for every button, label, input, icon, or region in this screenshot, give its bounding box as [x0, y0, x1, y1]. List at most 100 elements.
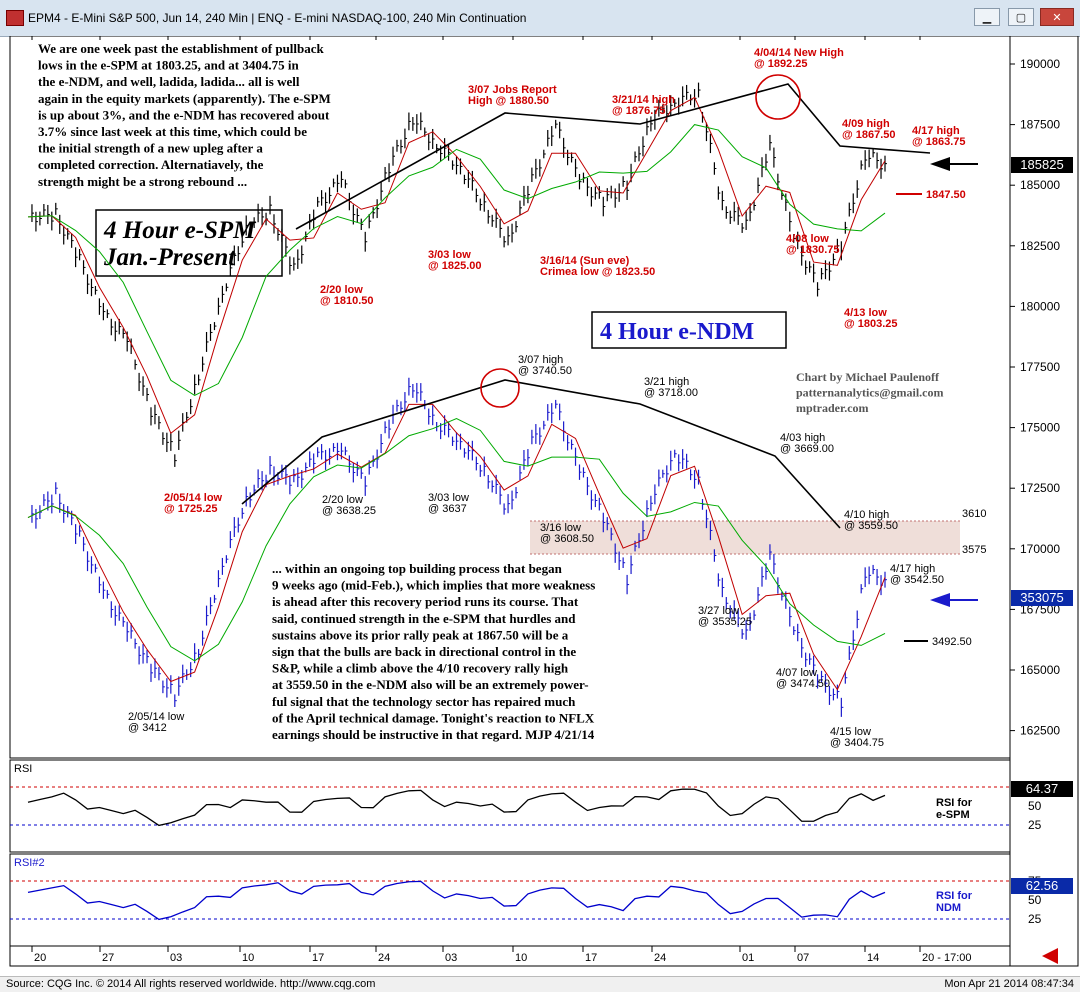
price-panel: [9, 35, 1011, 759]
y-tick-label: 177500: [1020, 360, 1060, 374]
rsi-panel-label: RSI: [14, 763, 32, 775]
ndm-ma-fast: [27, 403, 886, 691]
text-line: @ 3638.25: [322, 505, 376, 517]
text-line: strength might be a strong rebound ...: [38, 174, 247, 189]
text-line: Jan.-Present: [103, 244, 236, 271]
spm-ma-slow: [27, 124, 886, 397]
text-line: 3/21 high: [644, 376, 689, 388]
series-layer: [27, 82, 887, 921]
spm-series: [27, 82, 887, 467]
spm-title: 4 Hour e-SPM Jan.-Present: [103, 217, 256, 271]
text-line: 3/21/14 high: [612, 94, 675, 106]
author-credit: Chart by Michael Paulenoff patternanalyti…: [796, 370, 943, 415]
text-line: Crimea low @ 1823.50: [540, 266, 655, 278]
spm-ma-fast: [27, 96, 886, 435]
ndm-annotation-label: 3610: [962, 508, 986, 520]
rsi-level-label: 25: [1028, 912, 1042, 926]
y-tick-label: 172500: [1020, 481, 1060, 495]
ndm-annotation-label: 3/27 low @ 3535.25: [698, 605, 752, 628]
text-line: sustains above its prior rally peak at 1…: [272, 627, 569, 642]
x-tick-label: 24: [378, 952, 390, 964]
ndm-annotation-label: 2/05/14 low @ 3412: [128, 711, 184, 734]
x-tick-label: 20: [34, 952, 46, 964]
spm-annotation-label: 4/09 high @ 1867.50: [842, 118, 896, 141]
window-titlebar: EPM4 - E-Mini S&P 500, Jun 14, 240 Min |…: [0, 0, 1080, 37]
window-title: EPM4 - E-Mini S&P 500, Jun 14, 240 Min |…: [28, 11, 527, 25]
ndm-title-box: [591, 311, 787, 349]
rsi2-panel-label: RSI#2: [14, 857, 45, 869]
text-line: patternanalytics@gmail.com: [796, 386, 943, 400]
app-icon: [6, 10, 24, 26]
rsi-level-label: 50: [1028, 799, 1042, 813]
spm-peak-circle: [755, 74, 801, 120]
ndm-title: 4 Hour e-NDM: [600, 319, 754, 345]
x-tick-label: 01: [742, 952, 754, 964]
ndm-annotation-label: 3/07 high @ 3740.50: [518, 354, 572, 377]
y-tick-label: 182500: [1020, 239, 1060, 253]
rsi-last-tag: [1011, 781, 1073, 797]
text-line: 3/07 Jobs Report: [468, 84, 557, 96]
text-line: 4/17 high: [890, 563, 935, 575]
text-line: sign that the bulls are back in directio…: [272, 644, 576, 659]
rsi2-last-tag: [1011, 878, 1073, 894]
ndm-annotation-label: 4/15 low @ 3404.75: [830, 726, 884, 749]
y-tick-label: 165000: [1020, 663, 1060, 677]
maximize-button[interactable]: ▢: [1008, 8, 1034, 26]
text-line: 4/10 high: [844, 509, 889, 521]
text-line: 3575: [962, 544, 986, 556]
ndm-annotation-label: 3/21 high @ 3718.00: [644, 376, 698, 399]
spm-annotation-label: 4/08 low @ 1830.75: [786, 233, 840, 256]
text-line: @ 3718.00: [644, 387, 698, 399]
text-line: 3/16 low: [540, 522, 581, 534]
text-line: 4 Hour e-SPM: [103, 217, 256, 244]
rsi2-panel: [9, 853, 1011, 947]
x-tick-label: 10: [515, 952, 527, 964]
grid: [31, 36, 921, 40]
text-line: @ 1803.25: [844, 318, 898, 330]
text-line: mptrader.com: [796, 401, 869, 415]
text-line: @ 1892.25: [754, 58, 808, 70]
text-line: @ 1830.75: [786, 244, 840, 256]
text-line: NDM: [936, 902, 961, 914]
text-line: @ 3542.50: [890, 574, 944, 586]
x-tick-label: 20 - 17:00: [922, 952, 972, 964]
text-line: @ 3637: [428, 503, 467, 515]
text-line: 2/05/14 low: [164, 492, 223, 504]
ndm-annotation-label: 3/16 low @ 3608.50: [540, 522, 594, 545]
spm-last-price: 185825: [1020, 157, 1063, 172]
y-tick-label: 170000: [1020, 542, 1060, 556]
y-tick-label: 162500: [1020, 724, 1060, 738]
y-tick-label: 187500: [1020, 118, 1060, 132]
chart-area: We are one week past the establishment o…: [0, 35, 1080, 976]
text-line: High @ 1880.50: [468, 95, 549, 107]
ndm-peak-circle: [480, 368, 520, 408]
text-line: said, continued strength in the e-SPM th…: [272, 611, 576, 626]
x-tick-label: 07: [797, 952, 809, 964]
text-line: @ 1810.50: [320, 295, 374, 307]
x-tick-label: 17: [312, 952, 324, 964]
text-line: @ 1825.00: [428, 260, 482, 272]
text-line: 3/07 high: [518, 354, 563, 366]
text-line: 3/03 low: [428, 249, 471, 261]
spm-annotation-label: 4/04/14 New High @ 1892.25: [754, 47, 844, 70]
text-line: 3/16/14 (Sun eve): [540, 255, 630, 267]
text-line: the e-NDM, and well, ladida, ladida... a…: [38, 74, 300, 89]
text-line: @ 3535.25: [698, 616, 752, 628]
text-line: @ 3404.75: [830, 737, 884, 749]
scroll-left-arrow[interactable]: [1042, 948, 1058, 964]
close-button[interactable]: ✕: [1040, 8, 1074, 26]
text-line: 4/09 high: [842, 118, 890, 130]
rsi-level-label: 25: [1028, 818, 1042, 832]
minimize-button[interactable]: ▁: [974, 8, 1000, 26]
commentary-top: We are one week past the establishment o…: [38, 41, 331, 189]
ndm-annotation-label: 4/03 high @ 3669.00: [780, 432, 834, 455]
text-line: @ 3474.50: [776, 678, 830, 690]
spm-annotation-label: 2/20 low @ 1810.50: [320, 284, 374, 307]
text-line: RSI for: [936, 890, 973, 902]
ndm-annotation-label: 3492.50: [932, 636, 972, 648]
rsi-level-label: 50: [1028, 893, 1042, 907]
text-line: 4/07 low: [776, 667, 817, 679]
text-line: 3610: [962, 508, 986, 520]
spm-annotation-label: 3/16/14 (Sun eve) Crimea low @ 1823.50: [540, 255, 655, 278]
spm-annotation-label: 1847.50: [926, 189, 966, 201]
